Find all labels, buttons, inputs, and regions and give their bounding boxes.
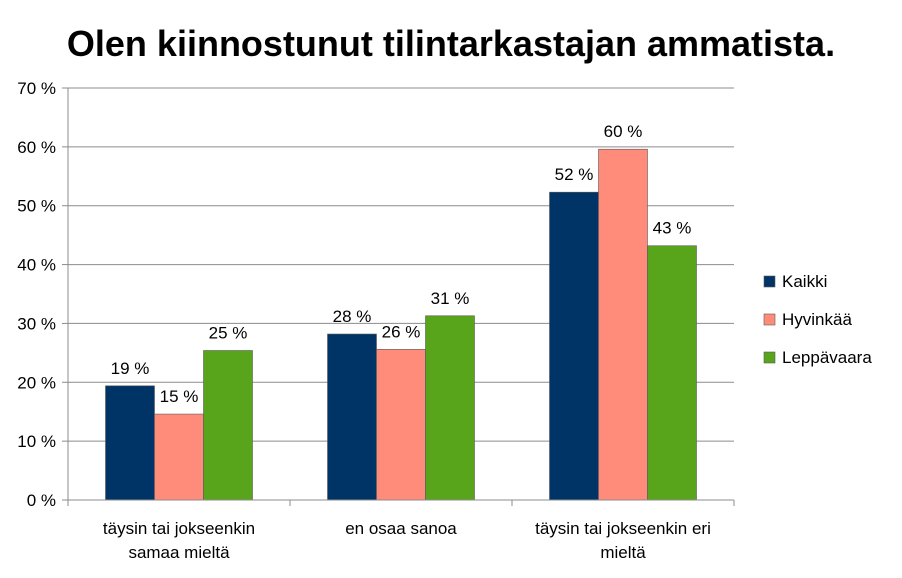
- y-axis-ticks: 0 % 10 % 20 % 30 % 40 % 50 % 60 % 70 %: [17, 79, 734, 510]
- legend: Kaikki Hyvinkää Leppävaara: [763, 272, 872, 367]
- y-tick-label: 20 %: [17, 373, 56, 392]
- x-category-label: samaa mieltä: [128, 543, 230, 562]
- bar-hyvinkää: [376, 349, 426, 501]
- bar-leppävaara: [647, 245, 697, 501]
- x-category-label: mieltä: [600, 543, 646, 562]
- bar-hyvinkää: [154, 413, 204, 501]
- data-label: 15 %: [160, 387, 199, 406]
- bars: [105, 148, 697, 501]
- legend-swatch: [763, 351, 776, 364]
- x-axis-categories: täysin tai jokseenkin samaa mieltä en osaa…: [67, 500, 735, 562]
- legend-swatch: [763, 275, 776, 288]
- data-label: 28 %: [333, 307, 372, 326]
- y-tick-label: 30 %: [17, 314, 56, 333]
- legend-swatch: [763, 313, 776, 326]
- bar-kaikki: [549, 191, 599, 501]
- data-label: 43 %: [653, 219, 692, 238]
- legend-label: Hyvinkää: [782, 310, 852, 329]
- bar-hyvinkää: [598, 148, 648, 501]
- data-label: 26 %: [382, 322, 421, 341]
- bar-kaikki: [327, 333, 377, 501]
- data-labels: 19 % 15 % 25 % 28 % 26 % 31 % 52 % 60 % 43 %: [111, 122, 692, 406]
- x-category-label: täysin tai jokseenkin eri: [535, 519, 711, 538]
- x-category-label: en osaa sanoa: [345, 519, 457, 538]
- legend-label: Kaikki: [782, 272, 827, 291]
- data-label: 25 %: [209, 324, 248, 343]
- data-label: 52 %: [555, 165, 594, 184]
- y-tick-label: 70 %: [17, 79, 56, 98]
- bar-kaikki: [105, 385, 155, 501]
- legend-label: Leppävaara: [782, 348, 872, 367]
- data-label: 19 %: [111, 359, 150, 378]
- data-label: 31 %: [431, 289, 470, 308]
- chart-title: Olen kiinnostunut tilintarkastajan ammat…: [67, 23, 835, 64]
- x-category-label: täysin tai jokseenkin: [103, 519, 255, 538]
- y-tick-label: 50 %: [17, 197, 56, 216]
- bar-leppävaara: [425, 315, 475, 501]
- data-label: 60 %: [604, 122, 643, 141]
- y-tick-label: 10 %: [17, 432, 56, 451]
- y-tick-label: 60 %: [17, 138, 56, 157]
- y-tick-label: 40 %: [17, 256, 56, 275]
- bar-leppävaara: [203, 350, 253, 501]
- y-tick-label: 0 %: [27, 491, 56, 510]
